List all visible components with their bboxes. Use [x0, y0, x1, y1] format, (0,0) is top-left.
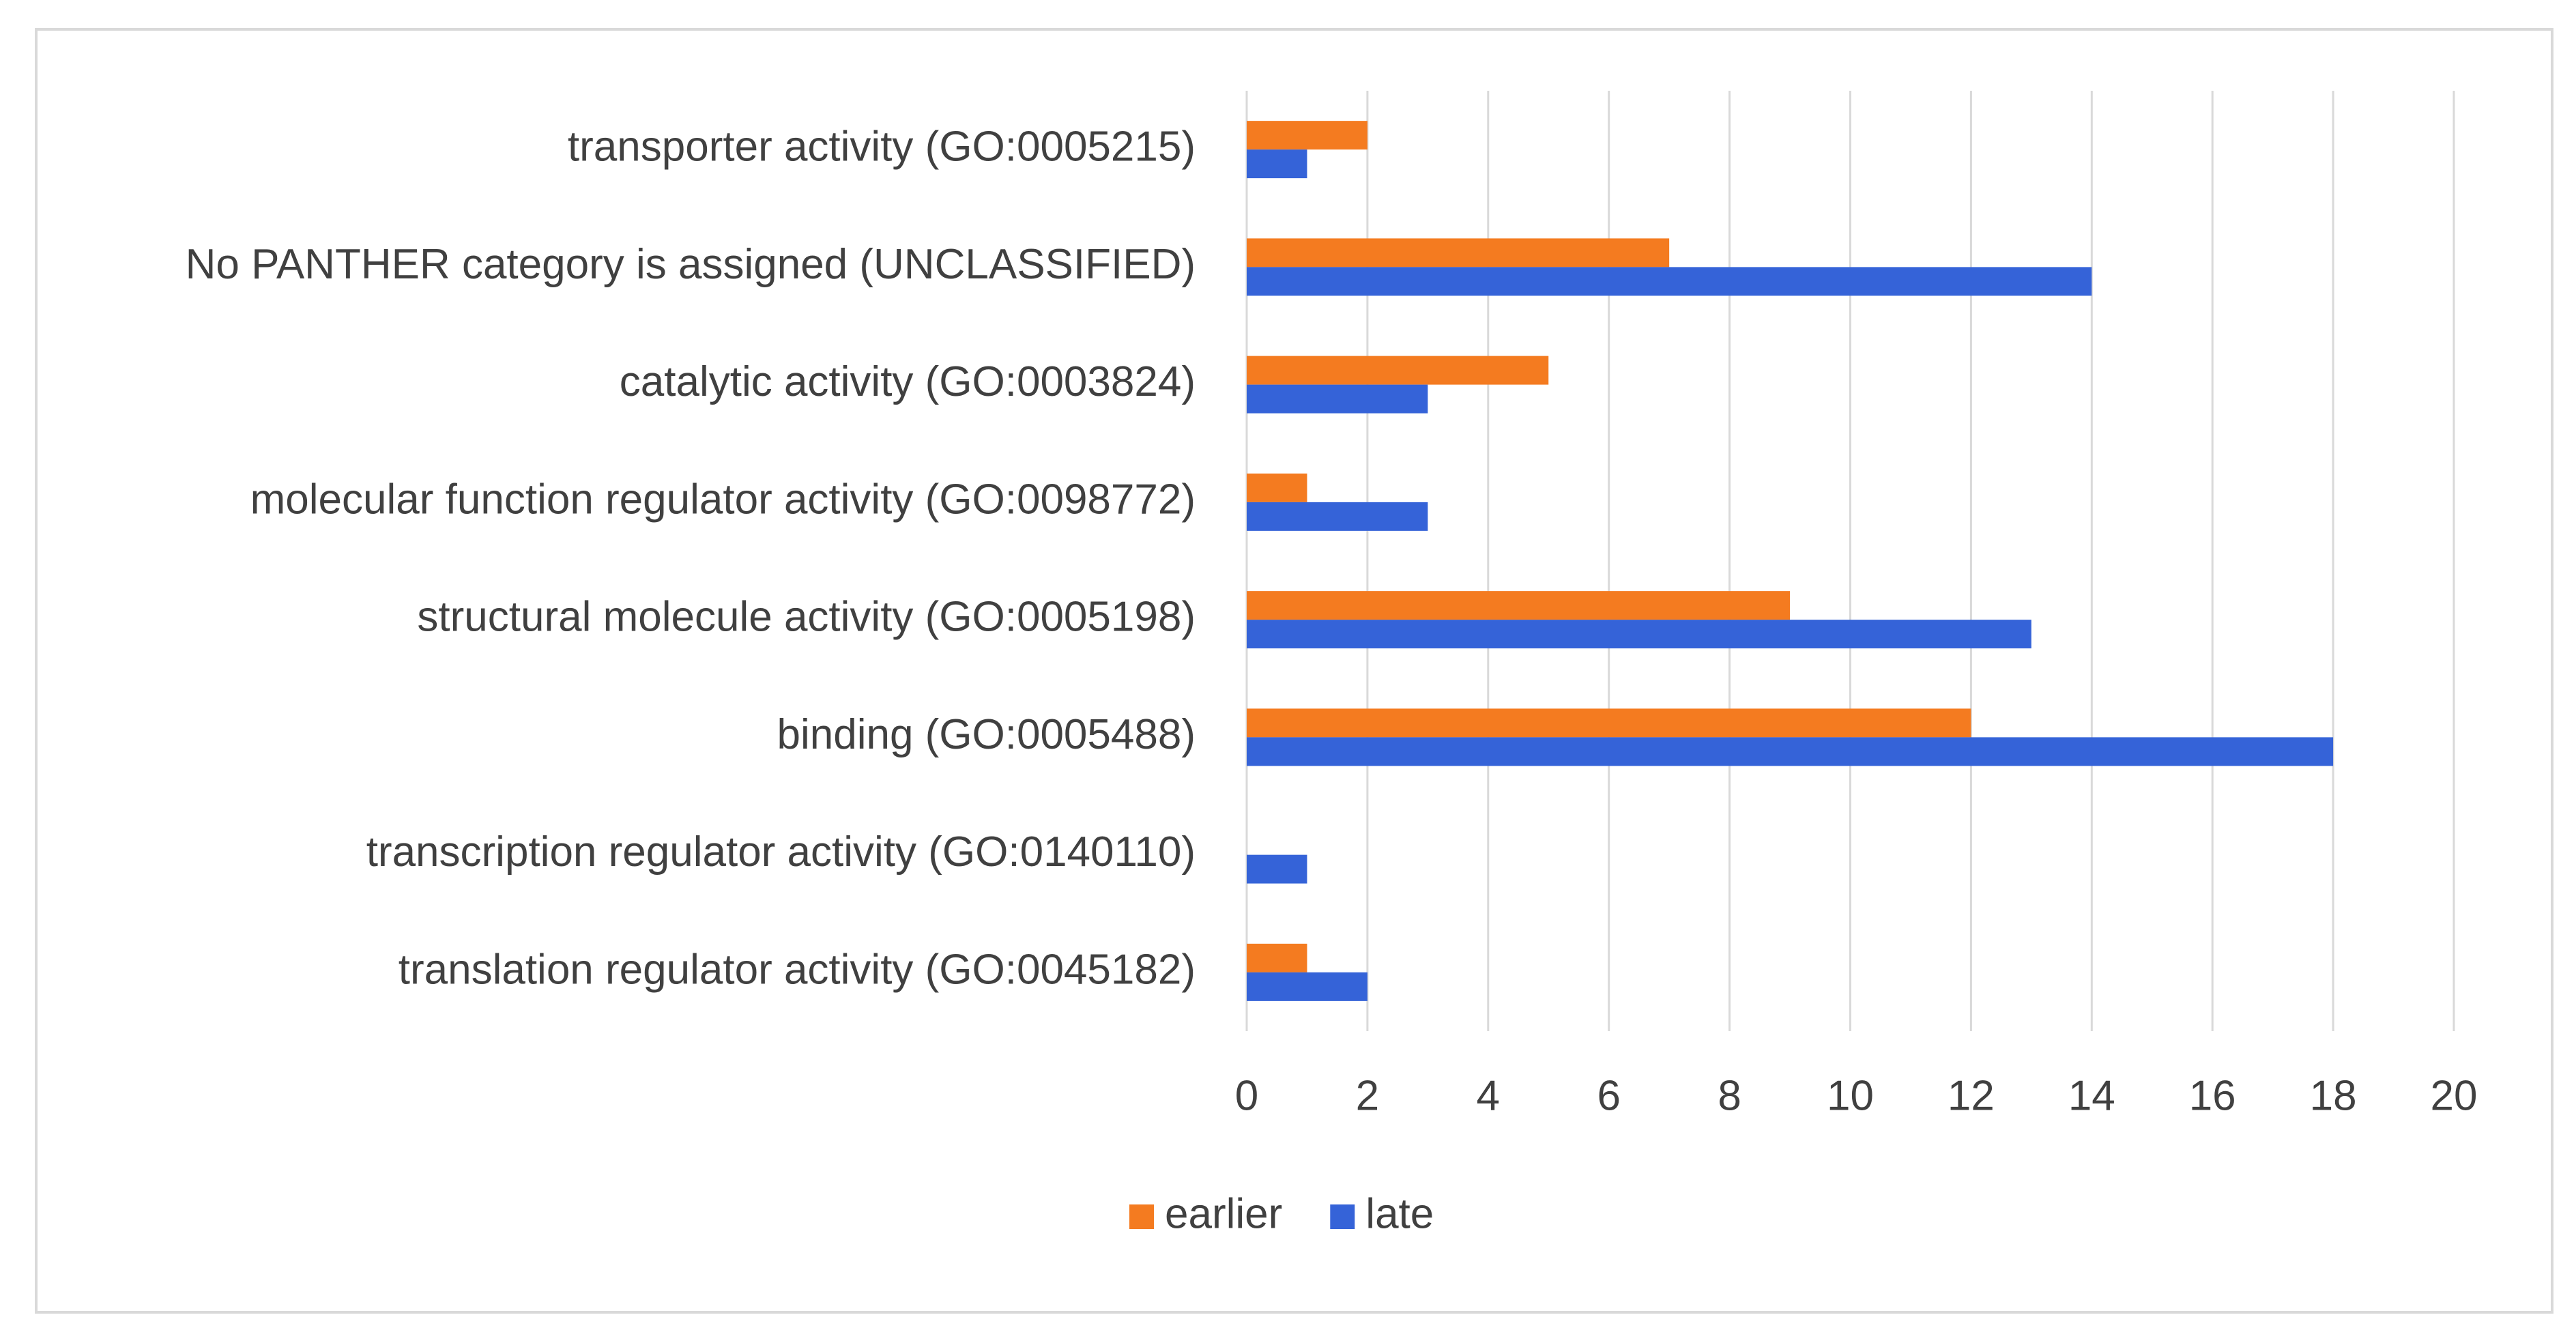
x-tick-label: 6	[1597, 1072, 1620, 1119]
bar	[1247, 473, 1307, 502]
y-tick-label: binding (GO:0005488)	[777, 711, 1196, 758]
y-tick-label: transporter activity (GO:0005215)	[568, 124, 1196, 171]
legend-label: late	[1365, 1190, 1434, 1237]
legend-swatch	[1129, 1204, 1154, 1229]
bar	[1247, 972, 1367, 1001]
y-tick-label: catalytic activity (GO:0003824)	[620, 358, 1196, 405]
bar	[1247, 943, 1307, 972]
bar	[1247, 121, 1367, 150]
bar	[1247, 238, 1670, 268]
y-tick-label: structural molecule activity (GO:0005198…	[417, 594, 1196, 641]
x-tick-label: 8	[1718, 1072, 1741, 1119]
bar	[1247, 384, 1428, 414]
y-tick-label: translation regulator activity (GO:00451…	[399, 946, 1196, 993]
x-tick-label: 4	[1477, 1072, 1500, 1119]
bar	[1247, 737, 2334, 766]
bar	[1247, 620, 2031, 649]
legend-label: earlier	[1165, 1190, 1282, 1237]
bar	[1247, 356, 1549, 385]
y-tick-label: No PANTHER category is assigned (UNCLASS…	[186, 241, 1196, 288]
x-tick-label: 2	[1356, 1072, 1379, 1119]
bar	[1247, 708, 1971, 738]
x-tick-label: 18	[2310, 1072, 2357, 1119]
x-tick-label: 0	[1235, 1072, 1258, 1119]
bar	[1247, 591, 1791, 620]
x-tick-label: 14	[2068, 1072, 2115, 1119]
x-tick-label: 16	[2189, 1072, 2236, 1119]
x-tick-label: 10	[1827, 1072, 1874, 1119]
y-tick-label: transcription regulator activity (GO:014…	[366, 828, 1196, 876]
bar	[1247, 854, 1307, 884]
x-tick-label: 12	[1948, 1072, 1995, 1119]
bar	[1247, 502, 1428, 531]
x-tick-label: 20	[2431, 1072, 2478, 1119]
chart-border	[35, 28, 2553, 1314]
bar	[1247, 267, 2092, 296]
legend-swatch	[1330, 1204, 1355, 1229]
bar	[1247, 149, 1307, 179]
y-tick-label: molecular function regulator activity (G…	[250, 476, 1196, 523]
